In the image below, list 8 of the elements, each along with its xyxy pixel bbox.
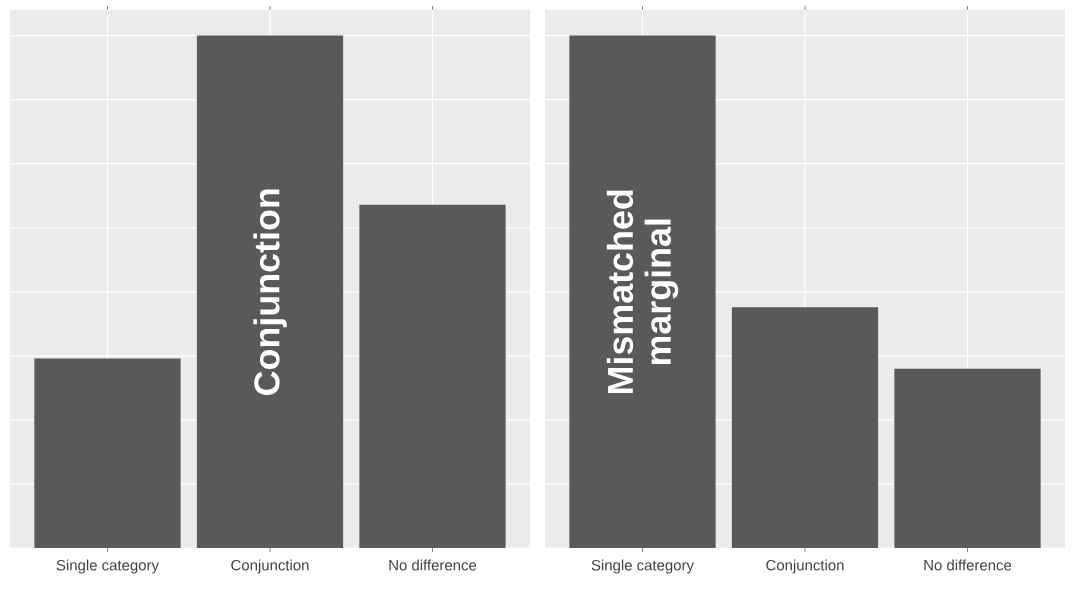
x-tick-label: No difference (389, 559, 477, 571)
x-tick-label: No difference (924, 559, 1012, 571)
annotation: Mismatched marginal (606, 190, 679, 394)
x-tick-label: Single category (56, 559, 159, 574)
x-tick-label: Conjunction (231, 559, 309, 574)
annotation: Conjunction (253, 189, 287, 395)
x-tick-label: Single category (591, 559, 694, 574)
x-tick-label: Conjunction (766, 559, 844, 574)
